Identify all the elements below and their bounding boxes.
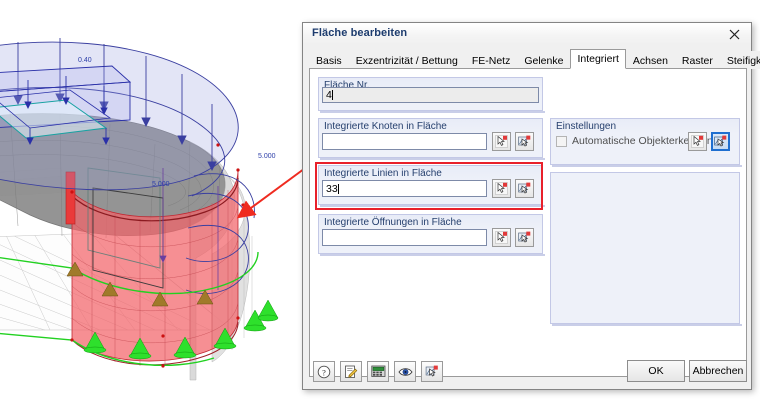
dimension-label: 0.40 — [78, 57, 92, 64]
integrierte-oeffnungen-input[interactable] — [322, 229, 487, 246]
integrierte-knoten-input[interactable] — [322, 133, 487, 150]
model-viewport[interactable]: 0.40 5.000 5.000 — [0, 0, 340, 400]
tab-fe-netz[interactable]: FE-Netz — [464, 51, 518, 69]
pick-multiple-objects-icon-knoten[interactable] — [515, 132, 534, 151]
ok-button[interactable]: OK — [627, 360, 685, 382]
group-label-einstellungen: Einstellungen — [556, 121, 617, 132]
pick-multiple-objects-icon-oeffnungen[interactable] — [515, 228, 534, 247]
group-shadow — [320, 205, 545, 207]
cancel-button[interactable]: Abbrechen — [689, 360, 747, 382]
deck-top-surface — [0, 111, 226, 239]
dimension-label: 5.000 — [152, 181, 170, 188]
group-label-linien: Integrierte Linien in Fläche — [324, 168, 442, 179]
automatische-objekterkennung-label: Automatische Objekterkennung — [572, 135, 719, 147]
automatische-objekterkennung-row[interactable]: Automatische Objekterkennung — [556, 135, 719, 147]
group-shadow — [320, 254, 545, 256]
dimension-labels: 0.40 5.000 5.000 — [78, 57, 276, 188]
edge-marker-red — [65, 171, 76, 225]
tab-achsen[interactable]: Achsen — [625, 51, 675, 69]
dimension-label: 5.000 — [258, 153, 276, 160]
pick-single-object-icon-knoten[interactable] — [492, 132, 511, 151]
selected-surface-red — [71, 169, 239, 366]
close-icon[interactable] — [723, 25, 745, 43]
tab-steifigkeiten[interactable]: Steifigkeiten modifizieren — [719, 51, 760, 69]
group-label-flaeche-nr: Fläche Nr. — [324, 80, 370, 91]
flaeche-nr-value: 4 — [326, 89, 332, 101]
group-header — [319, 166, 542, 181]
tab-basis[interactable]: Basis — [309, 51, 349, 69]
view-eye-icon[interactable] — [394, 361, 416, 382]
svg-text:?: ? — [322, 368, 326, 377]
calculator-icon[interactable] — [367, 361, 389, 382]
automatische-objekterkennung-checkbox[interactable] — [556, 135, 567, 147]
group-label-knoten: Integrierte Knoten in Fläche — [324, 121, 447, 132]
tab-exzentrizitaet[interactable]: Exzentrizität / Bettung — [348, 51, 465, 69]
pick-single-object-icon-linien[interactable] — [492, 179, 511, 198]
group-shadow — [320, 111, 545, 113]
select-objects-icon[interactable] — [421, 361, 443, 382]
pick-multiple-objects-icon-einstellungen[interactable] — [711, 132, 730, 151]
group-shadow — [552, 324, 742, 326]
help-icon[interactable]: ? — [313, 361, 335, 382]
dialog-titlebar[interactable]: Fläche bearbeiten — [303, 23, 751, 45]
group-header — [319, 215, 542, 230]
structural-model-render: 0.40 5.000 5.000 — [0, 38, 279, 381]
flaeche-bearbeiten-dialog: Fläche bearbeiten Basis Exzentrizität / … — [302, 22, 760, 390]
group-header — [551, 119, 739, 134]
integrated-line-rectangle — [87, 167, 164, 289]
tabstrip-underline — [309, 68, 747, 69]
dialog-bottom-bar: ? — [303, 355, 751, 389]
dialog-title: Fläche bearbeiten — [312, 27, 408, 39]
supports-green — [0, 251, 279, 366]
tab-pane-integriert: Fläche Nr. 4 Integrierte Knoten in Fläch… — [309, 69, 747, 377]
group-shadow — [552, 165, 742, 167]
integrierte-linien-input[interactable]: 33 — [322, 180, 487, 197]
group-integrierte-oeffnungen: Integrierte Öffnungen in Fläche — [318, 214, 543, 254]
edit-icon[interactable] — [340, 361, 362, 382]
pick-multiple-objects-icon-linien[interactable] — [515, 179, 534, 198]
tab-integriert[interactable]: Integriert — [570, 49, 626, 69]
tabstrip: Basis Exzentrizität / Bettung FE-Netz Ge… — [309, 49, 760, 69]
integrierte-linien-value: 33 — [326, 182, 338, 195]
pick-single-object-icon-einstellungen[interactable] — [688, 132, 707, 151]
load-wireframe-blue — [0, 38, 255, 294]
group-einstellungen: Einstellungen — [550, 118, 740, 165]
group-header — [319, 119, 542, 134]
pick-single-object-icon-oeffnungen[interactable] — [492, 228, 511, 247]
group-shadow — [320, 158, 545, 160]
group-empty-panel — [550, 172, 740, 324]
group-label-oeffnungen: Integrierte Öffnungen in Fläche — [324, 217, 462, 228]
flaeche-nr-input[interactable]: 4 — [322, 87, 539, 103]
tab-raster[interactable]: Raster — [674, 51, 720, 69]
tab-gelenke[interactable]: Gelenke — [517, 51, 571, 69]
